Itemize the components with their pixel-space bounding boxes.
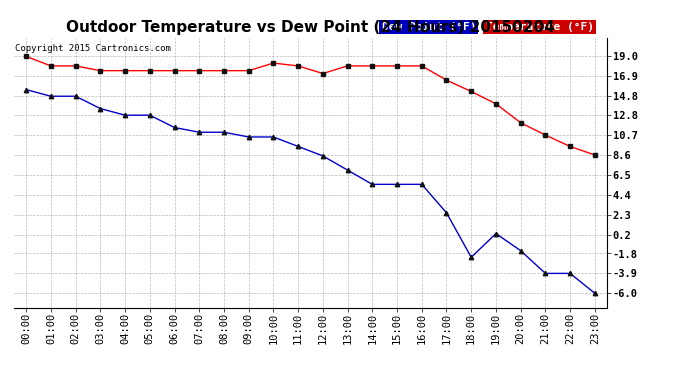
Title: Outdoor Temperature vs Dew Point (24 Hours) 20150204: Outdoor Temperature vs Dew Point (24 Hou… bbox=[66, 20, 555, 35]
Text: Dew Point (°F): Dew Point (°F) bbox=[382, 22, 476, 32]
Text: Copyright 2015 Cartronics.com: Copyright 2015 Cartronics.com bbox=[15, 44, 171, 53]
Text: Temperature (°F): Temperature (°F) bbox=[486, 22, 593, 32]
